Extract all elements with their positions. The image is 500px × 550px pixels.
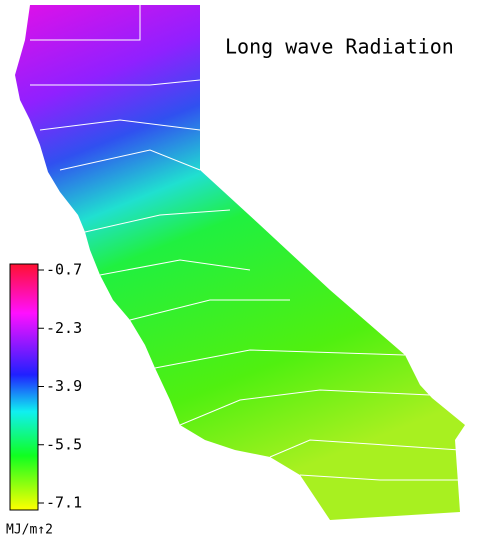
colorbar-tick-label: -2.3 bbox=[46, 319, 82, 337]
colorbar bbox=[9, 263, 39, 511]
colorbar-unit: MJ/m↑2 bbox=[6, 523, 53, 538]
colorbar-tick-label: -5.5 bbox=[46, 435, 82, 453]
colorbar-tick-label: -7.1 bbox=[46, 494, 82, 512]
county-lines bbox=[30, 5, 461, 481]
state-shape bbox=[15, 5, 465, 520]
map-title: Long wave Radiation bbox=[225, 35, 454, 59]
colorbar-tick-label: -0.7 bbox=[46, 261, 82, 279]
colorbar-tick-label: -3.9 bbox=[46, 377, 82, 395]
